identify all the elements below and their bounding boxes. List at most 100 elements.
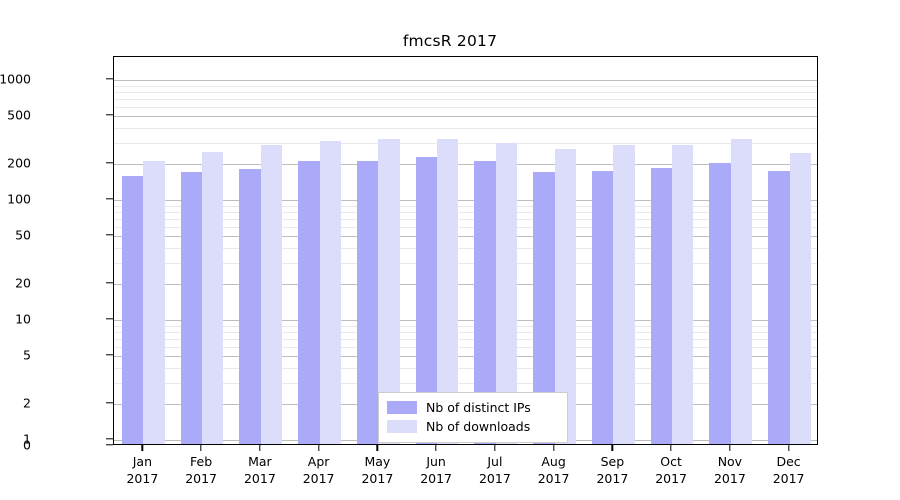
gridline-minor: [114, 325, 817, 327]
bar-distinct-ips: [356, 160, 379, 444]
x-axis-tick-label-year: 2017: [420, 471, 452, 486]
legend-item: Nb of distinct IPs: [387, 398, 559, 417]
chart-legend: Nb of distinct IPs Nb of downloads: [378, 392, 568, 443]
gridline-major: [114, 283, 817, 285]
x-axis-tick-label: May 2017: [361, 453, 393, 487]
y-axis-tick-mark: [106, 162, 113, 164]
chart-title: fmcsR 2017: [402, 32, 498, 50]
y-axis-tick-mark: [106, 354, 113, 356]
gridline-minor: [114, 367, 817, 369]
x-axis-tick-mark: [435, 445, 437, 451]
bar-downloads: [319, 141, 341, 444]
gridline-minor: [114, 218, 817, 220]
x-axis-tick-label: Jan 2017: [126, 453, 158, 487]
x-axis-tick-mark: [317, 445, 320, 451]
gridline-major: [114, 356, 817, 358]
x-axis-tick-label-month: Jun: [426, 454, 446, 469]
x-axis-tick-label-year: 2017: [713, 471, 746, 486]
x-axis-tick-mark: [200, 445, 202, 451]
x-axis-tick-mark: [494, 445, 496, 451]
bar-distinct-ips: [298, 160, 320, 444]
gridline-minor: [114, 338, 817, 340]
y-axis-tick-label: 2: [23, 395, 31, 411]
x-axis-tick-mark: [670, 445, 672, 451]
legend-label-downloads: Nb of downloads: [426, 419, 531, 434]
x-axis-tick-label: Dec 2017: [773, 453, 805, 487]
gridline-minor: [114, 127, 817, 129]
gridline-minor: [114, 331, 817, 333]
x-axis-tick-label-year: 2017: [655, 471, 687, 486]
gridlines: [114, 57, 817, 444]
gridline-minor: [114, 382, 817, 384]
gridline-minor: [114, 346, 817, 348]
y-axis-tick-mark: [106, 114, 113, 116]
y-axis-tick-mark: [106, 282, 113, 284]
x-axis-tick-label-month: Oct: [660, 454, 682, 469]
x-axis-tick-label: Sep 2017: [596, 453, 628, 487]
y-axis-tick-label: 20: [15, 275, 31, 291]
x-axis-tick-label-year: 2017: [537, 471, 570, 486]
x-axis-tick-label-year: 2017: [302, 471, 335, 486]
bar-distinct-ips: [415, 157, 438, 444]
x-axis-tick-label-month: Feb: [190, 454, 213, 469]
bar-downloads: [554, 149, 576, 444]
x-axis-tick-label-year: 2017: [185, 471, 217, 486]
x-axis-tick-label-month: Nov: [717, 454, 743, 469]
x-axis-tick-label-month: Mar: [248, 454, 272, 469]
x-axis-tick-label-month: Jul: [487, 454, 503, 469]
x-axis-tick-label-year: 2017: [596, 471, 629, 486]
bar-distinct-ips: [474, 161, 496, 444]
y-axis-tick-label: 10: [15, 311, 31, 327]
bar-downloads: [437, 139, 459, 444]
x-axis-tick-label-year: 2017: [361, 471, 394, 486]
x-axis-tick-label: Apr 2017: [303, 453, 335, 487]
bar-distinct-ips: [709, 162, 731, 444]
bar-downloads: [613, 145, 635, 444]
x-axis-tick-label-year: 2017: [243, 471, 276, 486]
x-axis-tick-mark: [729, 445, 731, 451]
bar-distinct-ips: [650, 167, 673, 444]
gridline-minor: [114, 85, 817, 87]
x-axis-tick-label-year: 2017: [478, 471, 511, 486]
bar-distinct-ips: [239, 169, 261, 444]
x-axis-tick-label: Feb 2017: [185, 453, 217, 487]
x-axis-tick-label-month: Sep: [600, 454, 625, 469]
gridline-major: [114, 116, 817, 118]
y-axis-tick-label: 0: [23, 437, 31, 452]
legend-swatch-downloads: [387, 420, 417, 433]
gridline-minor: [114, 205, 817, 207]
y-axis-tick-mark: [106, 438, 113, 440]
x-axis-tick-label: Oct 2017: [655, 453, 687, 487]
x-axis-tick-label: Jul 2017: [479, 453, 511, 487]
gridline-major: [114, 320, 817, 321]
bar-downloads: [495, 142, 518, 444]
bar-downloads: [260, 144, 283, 444]
x-axis-tick-label-month: Dec: [776, 454, 801, 469]
gridline-minor: [114, 262, 817, 264]
bar-downloads: [730, 138, 753, 444]
y-axis: 0 1 2 5 10 20 50 100 200 500 1000: [0, 0, 113, 500]
gridline-major: [114, 236, 817, 238]
x-axis-tick-label-month: Jan: [132, 454, 153, 469]
y-axis-tick-label: 5: [23, 347, 31, 363]
y-axis-tick-label: 200: [7, 155, 31, 171]
bar-series-container: [114, 57, 817, 444]
bar-downloads: [672, 145, 694, 444]
y-axis-tick-label: 1000: [0, 71, 31, 87]
bar-distinct-ips: [121, 176, 144, 444]
x-axis-tick-label: Mar 2017: [244, 453, 276, 487]
x-axis-tick-label-year: 2017: [772, 471, 805, 486]
gridline-major: [114, 200, 817, 201]
bar-distinct-ips: [533, 171, 555, 444]
x-axis: Jan 2017 Feb 2017 Mar 2017 Apr 2017 May 2017 Jun 20…: [0, 445, 900, 500]
x-axis-tick-label: Nov 2017: [714, 453, 746, 487]
bar-downloads: [378, 139, 400, 444]
gridline-major: [114, 163, 817, 165]
x-axis-tick-label-month: Aug: [541, 454, 566, 469]
gridline-minor: [114, 247, 817, 249]
x-axis-tick-label: Jun 2017: [420, 453, 452, 487]
x-axis-tick-mark: [376, 445, 379, 451]
plot-area: [113, 56, 818, 445]
y-axis-tick-label: 50: [15, 227, 31, 243]
